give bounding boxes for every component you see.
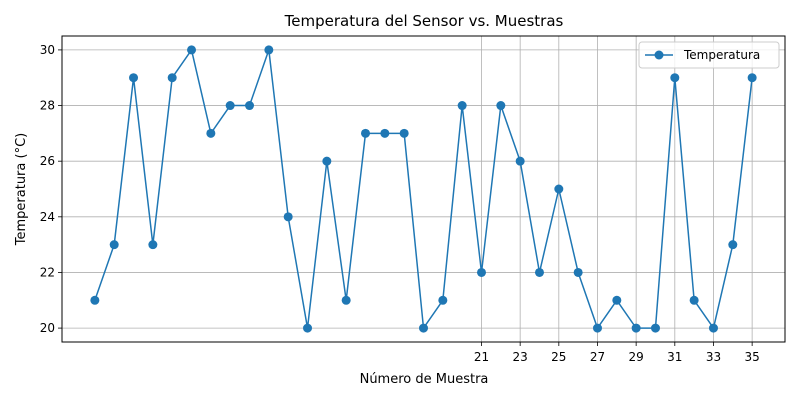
y-tick-label: 30 (40, 43, 55, 57)
data-point (670, 73, 680, 83)
y-tick-label: 28 (40, 99, 55, 113)
data-point (457, 101, 467, 111)
data-point (612, 295, 622, 305)
y-tick-label: 20 (40, 321, 55, 335)
x-tick-label: 29 (629, 350, 644, 364)
data-point (225, 101, 235, 111)
data-point (206, 128, 216, 138)
series-line (94, 49, 753, 329)
plot-area-frame (61, 35, 786, 343)
y-ticks: 20 22 24 26 28 30 (40, 43, 62, 335)
x-tick-label: 23 (513, 350, 528, 364)
data-point (245, 101, 255, 111)
data-point (419, 323, 428, 333)
data-point (534, 267, 544, 277)
grid (62, 36, 785, 342)
y-tick-label: 26 (40, 154, 55, 168)
data-point (167, 73, 177, 83)
data-point (573, 267, 583, 277)
y-axis-label: Temperatura (°C) (14, 133, 29, 246)
series-layer (90, 45, 757, 333)
data-point (496, 101, 506, 111)
y-tick-label: 22 (40, 265, 55, 279)
data-point (187, 45, 197, 55)
data-point (592, 323, 602, 333)
data-point (109, 240, 119, 250)
chart-title: Temperatura del Sensor vs. Muestras (284, 12, 564, 30)
data-point (361, 128, 371, 138)
x-tick-label: 27 (590, 350, 605, 364)
legend-marker-swatch (654, 50, 664, 60)
data-point (515, 156, 525, 166)
data-point (90, 295, 100, 305)
x-axis-label: Número de Muestra (360, 372, 489, 387)
data-point (380, 128, 390, 138)
data-point (631, 323, 641, 333)
data-point (341, 295, 351, 305)
data-point (728, 240, 738, 250)
x-tick-label: 35 (744, 350, 759, 364)
x-tick-label: 25 (551, 350, 566, 364)
data-point (438, 295, 448, 305)
data-point (689, 295, 699, 305)
data-point (650, 323, 660, 333)
data-point (283, 212, 293, 222)
data-point (129, 73, 139, 83)
x-tick-label: 33 (706, 350, 721, 364)
data-point (476, 267, 486, 277)
data-point (399, 128, 409, 138)
data-point (264, 45, 274, 55)
x-tick-label: 31 (667, 350, 682, 364)
legend-box (638, 41, 780, 69)
data-point (148, 240, 158, 250)
data-point (554, 184, 564, 194)
x-ticks: 21 23 25 27 29 31 33 35 (474, 342, 760, 364)
legend-label: Temperatura (683, 48, 760, 62)
data-point (322, 156, 332, 166)
x-tick-label: 21 (474, 350, 489, 364)
data-point (747, 73, 757, 83)
data-point (708, 323, 718, 333)
y-tick-label: 24 (40, 210, 55, 224)
data-point (303, 323, 313, 333)
legend: Temperatura (638, 41, 780, 69)
